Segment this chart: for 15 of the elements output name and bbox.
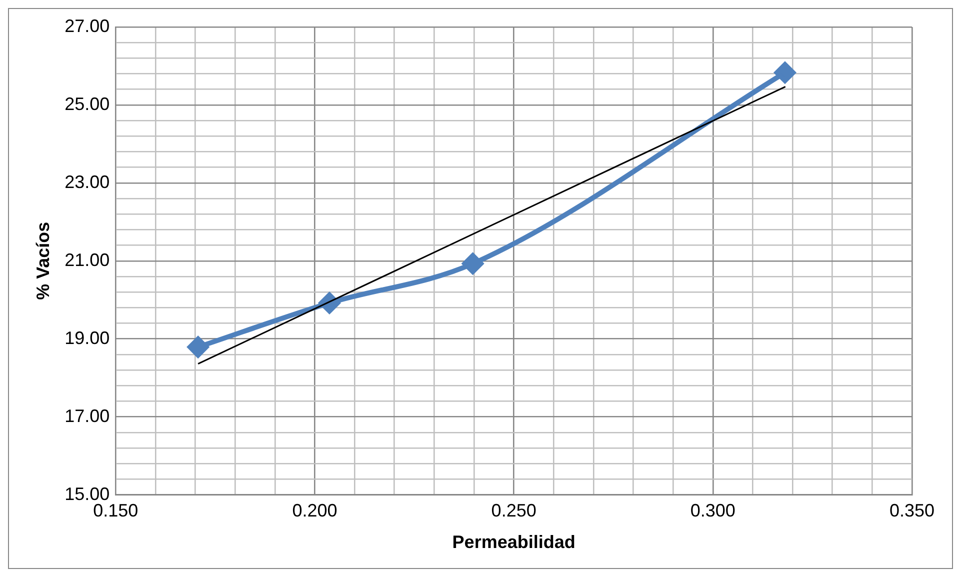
y-tick-label: 27.00 bbox=[64, 16, 110, 36]
y-tick-label: 23.00 bbox=[64, 172, 110, 192]
x-tick-label: 0.200 bbox=[292, 500, 338, 521]
y-axis-title: % Vacíos bbox=[32, 222, 53, 300]
point bbox=[774, 62, 796, 84]
y-tick-label: 19.00 bbox=[64, 328, 110, 348]
y-tick-label: 17.00 bbox=[64, 406, 110, 426]
x-axis-title: Permeabilidad bbox=[452, 532, 576, 552]
x-tick-label: 0.250 bbox=[491, 500, 536, 521]
y-tick-label: 21.00 bbox=[64, 250, 110, 270]
point bbox=[188, 336, 209, 358]
y-tick-label: 25.00 bbox=[64, 94, 110, 114]
x-tick-label: 0.300 bbox=[690, 500, 736, 521]
x-tick-label: 0.350 bbox=[889, 500, 935, 521]
point bbox=[462, 253, 484, 274]
